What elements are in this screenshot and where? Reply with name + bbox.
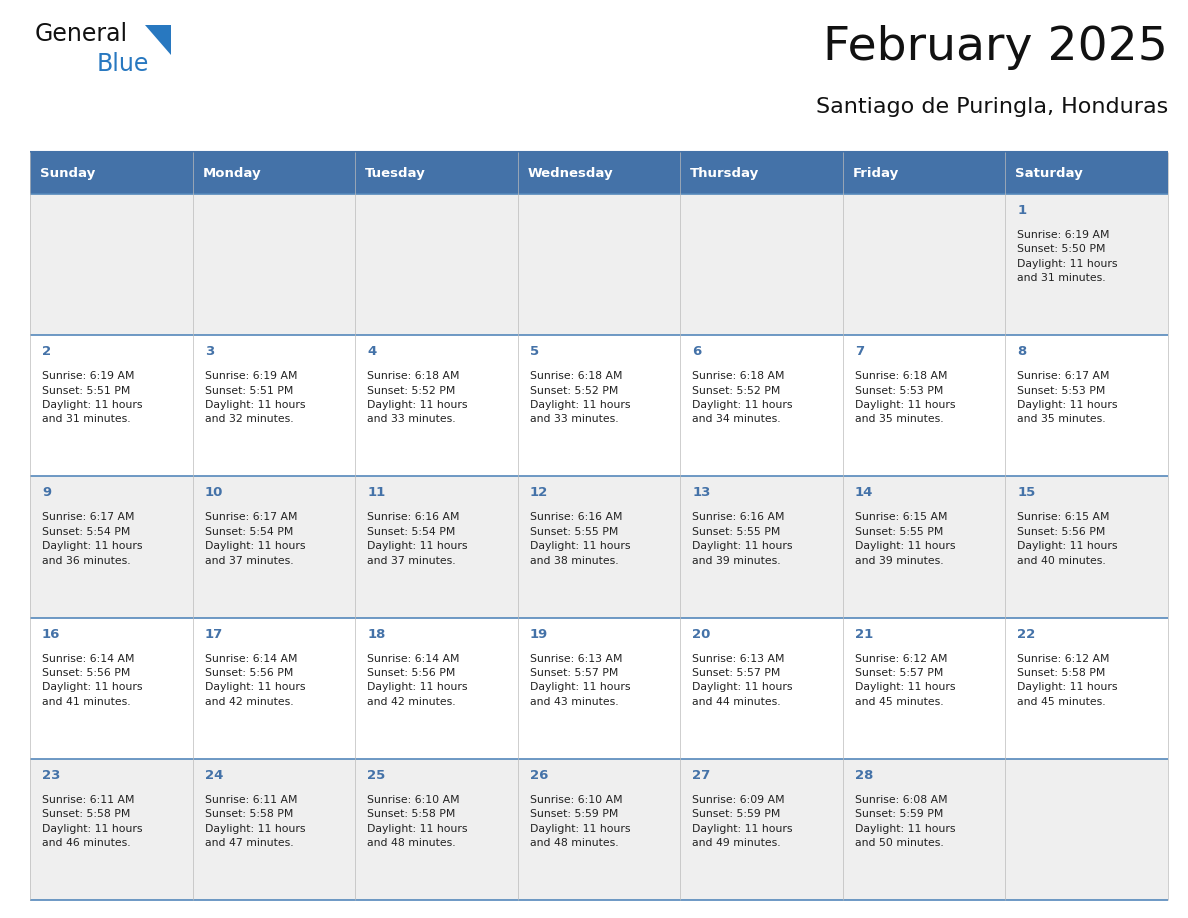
Text: Monday: Monday — [202, 166, 261, 180]
Text: Sunrise: 6:14 AM
Sunset: 5:56 PM
Daylight: 11 hours
and 42 minutes.: Sunrise: 6:14 AM Sunset: 5:56 PM Dayligh… — [367, 654, 468, 707]
Text: Sunrise: 6:15 AM
Sunset: 5:55 PM
Daylight: 11 hours
and 39 minutes.: Sunrise: 6:15 AM Sunset: 5:55 PM Dayligh… — [855, 512, 955, 565]
Bar — [30, 476, 1168, 618]
Text: 14: 14 — [855, 487, 873, 499]
Text: Sunrise: 6:13 AM
Sunset: 5:57 PM
Daylight: 11 hours
and 43 minutes.: Sunrise: 6:13 AM Sunset: 5:57 PM Dayligh… — [530, 654, 630, 707]
Bar — [1005, 152, 1168, 194]
Text: 18: 18 — [367, 628, 386, 641]
Text: Thursday: Thursday — [690, 166, 759, 180]
Bar — [355, 152, 518, 194]
Text: Sunrise: 6:10 AM
Sunset: 5:58 PM
Daylight: 11 hours
and 48 minutes.: Sunrise: 6:10 AM Sunset: 5:58 PM Dayligh… — [367, 795, 468, 848]
Text: 27: 27 — [693, 768, 710, 782]
Text: Sunrise: 6:11 AM
Sunset: 5:58 PM
Daylight: 11 hours
and 47 minutes.: Sunrise: 6:11 AM Sunset: 5:58 PM Dayligh… — [204, 795, 305, 848]
Bar — [30, 194, 1168, 335]
Text: 13: 13 — [693, 487, 710, 499]
Text: 10: 10 — [204, 487, 223, 499]
Text: Sunrise: 6:17 AM
Sunset: 5:54 PM
Daylight: 11 hours
and 36 minutes.: Sunrise: 6:17 AM Sunset: 5:54 PM Dayligh… — [42, 512, 143, 565]
Text: 21: 21 — [855, 628, 873, 641]
Text: Sunrise: 6:19 AM
Sunset: 5:50 PM
Daylight: 11 hours
and 31 minutes.: Sunrise: 6:19 AM Sunset: 5:50 PM Dayligh… — [1017, 230, 1118, 283]
Polygon shape — [145, 25, 171, 55]
Text: 4: 4 — [367, 345, 377, 358]
Bar — [192, 152, 355, 194]
Text: Sunrise: 6:17 AM
Sunset: 5:54 PM
Daylight: 11 hours
and 37 minutes.: Sunrise: 6:17 AM Sunset: 5:54 PM Dayligh… — [204, 512, 305, 565]
Text: 28: 28 — [855, 768, 873, 782]
Text: Sunrise: 6:18 AM
Sunset: 5:53 PM
Daylight: 11 hours
and 35 minutes.: Sunrise: 6:18 AM Sunset: 5:53 PM Dayligh… — [855, 371, 955, 424]
Text: General: General — [34, 22, 128, 46]
Bar — [681, 152, 842, 194]
Text: 2: 2 — [42, 345, 51, 358]
Text: 12: 12 — [530, 487, 548, 499]
Text: Santiago de Puringla, Honduras: Santiago de Puringla, Honduras — [816, 97, 1168, 117]
Text: 26: 26 — [530, 768, 548, 782]
Text: 5: 5 — [530, 345, 539, 358]
Text: Sunrise: 6:19 AM
Sunset: 5:51 PM
Daylight: 11 hours
and 31 minutes.: Sunrise: 6:19 AM Sunset: 5:51 PM Dayligh… — [42, 371, 143, 424]
Text: Wednesday: Wednesday — [527, 166, 613, 180]
Text: Sunrise: 6:18 AM
Sunset: 5:52 PM
Daylight: 11 hours
and 34 minutes.: Sunrise: 6:18 AM Sunset: 5:52 PM Dayligh… — [693, 371, 792, 424]
Bar — [30, 759, 1168, 900]
Text: 24: 24 — [204, 768, 223, 782]
Text: Sunrise: 6:18 AM
Sunset: 5:52 PM
Daylight: 11 hours
and 33 minutes.: Sunrise: 6:18 AM Sunset: 5:52 PM Dayligh… — [367, 371, 468, 424]
Text: Sunrise: 6:12 AM
Sunset: 5:58 PM
Daylight: 11 hours
and 45 minutes.: Sunrise: 6:12 AM Sunset: 5:58 PM Dayligh… — [1017, 654, 1118, 707]
Text: 11: 11 — [367, 487, 385, 499]
Text: 3: 3 — [204, 345, 214, 358]
Text: 20: 20 — [693, 628, 710, 641]
Text: Sunrise: 6:09 AM
Sunset: 5:59 PM
Daylight: 11 hours
and 49 minutes.: Sunrise: 6:09 AM Sunset: 5:59 PM Dayligh… — [693, 795, 792, 848]
Text: Sunrise: 6:08 AM
Sunset: 5:59 PM
Daylight: 11 hours
and 50 minutes.: Sunrise: 6:08 AM Sunset: 5:59 PM Dayligh… — [855, 795, 955, 848]
Text: 6: 6 — [693, 345, 702, 358]
Text: Sunrise: 6:16 AM
Sunset: 5:55 PM
Daylight: 11 hours
and 39 minutes.: Sunrise: 6:16 AM Sunset: 5:55 PM Dayligh… — [693, 512, 792, 565]
Text: Sunrise: 6:13 AM
Sunset: 5:57 PM
Daylight: 11 hours
and 44 minutes.: Sunrise: 6:13 AM Sunset: 5:57 PM Dayligh… — [693, 654, 792, 707]
Text: February 2025: February 2025 — [823, 25, 1168, 70]
Text: Sunrise: 6:14 AM
Sunset: 5:56 PM
Daylight: 11 hours
and 41 minutes.: Sunrise: 6:14 AM Sunset: 5:56 PM Dayligh… — [42, 654, 143, 707]
Text: Sunrise: 6:12 AM
Sunset: 5:57 PM
Daylight: 11 hours
and 45 minutes.: Sunrise: 6:12 AM Sunset: 5:57 PM Dayligh… — [855, 654, 955, 707]
Text: Sunday: Sunday — [39, 166, 95, 180]
Text: Tuesday: Tuesday — [365, 166, 425, 180]
Text: Sunrise: 6:18 AM
Sunset: 5:52 PM
Daylight: 11 hours
and 33 minutes.: Sunrise: 6:18 AM Sunset: 5:52 PM Dayligh… — [530, 371, 630, 424]
Text: 19: 19 — [530, 628, 548, 641]
Text: 25: 25 — [367, 768, 385, 782]
Text: 16: 16 — [42, 628, 61, 641]
Text: Sunrise: 6:10 AM
Sunset: 5:59 PM
Daylight: 11 hours
and 48 minutes.: Sunrise: 6:10 AM Sunset: 5:59 PM Dayligh… — [530, 795, 630, 848]
Text: Sunrise: 6:15 AM
Sunset: 5:56 PM
Daylight: 11 hours
and 40 minutes.: Sunrise: 6:15 AM Sunset: 5:56 PM Dayligh… — [1017, 512, 1118, 565]
Text: 8: 8 — [1017, 345, 1026, 358]
Bar — [30, 152, 192, 194]
Text: 9: 9 — [42, 487, 51, 499]
Text: 7: 7 — [855, 345, 864, 358]
Text: Sunrise: 6:17 AM
Sunset: 5:53 PM
Daylight: 11 hours
and 35 minutes.: Sunrise: 6:17 AM Sunset: 5:53 PM Dayligh… — [1017, 371, 1118, 424]
Text: Sunrise: 6:16 AM
Sunset: 5:54 PM
Daylight: 11 hours
and 37 minutes.: Sunrise: 6:16 AM Sunset: 5:54 PM Dayligh… — [367, 512, 468, 565]
Text: Friday: Friday — [853, 166, 899, 180]
Text: 17: 17 — [204, 628, 223, 641]
Text: 1: 1 — [1017, 204, 1026, 217]
Text: Sunrise: 6:14 AM
Sunset: 5:56 PM
Daylight: 11 hours
and 42 minutes.: Sunrise: 6:14 AM Sunset: 5:56 PM Dayligh… — [204, 654, 305, 707]
Text: Saturday: Saturday — [1016, 166, 1083, 180]
Text: 23: 23 — [42, 768, 61, 782]
Bar — [30, 335, 1168, 476]
Text: Sunrise: 6:11 AM
Sunset: 5:58 PM
Daylight: 11 hours
and 46 minutes.: Sunrise: 6:11 AM Sunset: 5:58 PM Dayligh… — [42, 795, 143, 848]
Text: Sunrise: 6:19 AM
Sunset: 5:51 PM
Daylight: 11 hours
and 32 minutes.: Sunrise: 6:19 AM Sunset: 5:51 PM Dayligh… — [204, 371, 305, 424]
Bar — [30, 618, 1168, 759]
Text: 15: 15 — [1017, 487, 1036, 499]
Text: Sunrise: 6:16 AM
Sunset: 5:55 PM
Daylight: 11 hours
and 38 minutes.: Sunrise: 6:16 AM Sunset: 5:55 PM Dayligh… — [530, 512, 630, 565]
Bar — [518, 152, 681, 194]
Text: 22: 22 — [1017, 628, 1036, 641]
Bar — [842, 152, 1005, 194]
Text: Blue: Blue — [97, 52, 150, 76]
